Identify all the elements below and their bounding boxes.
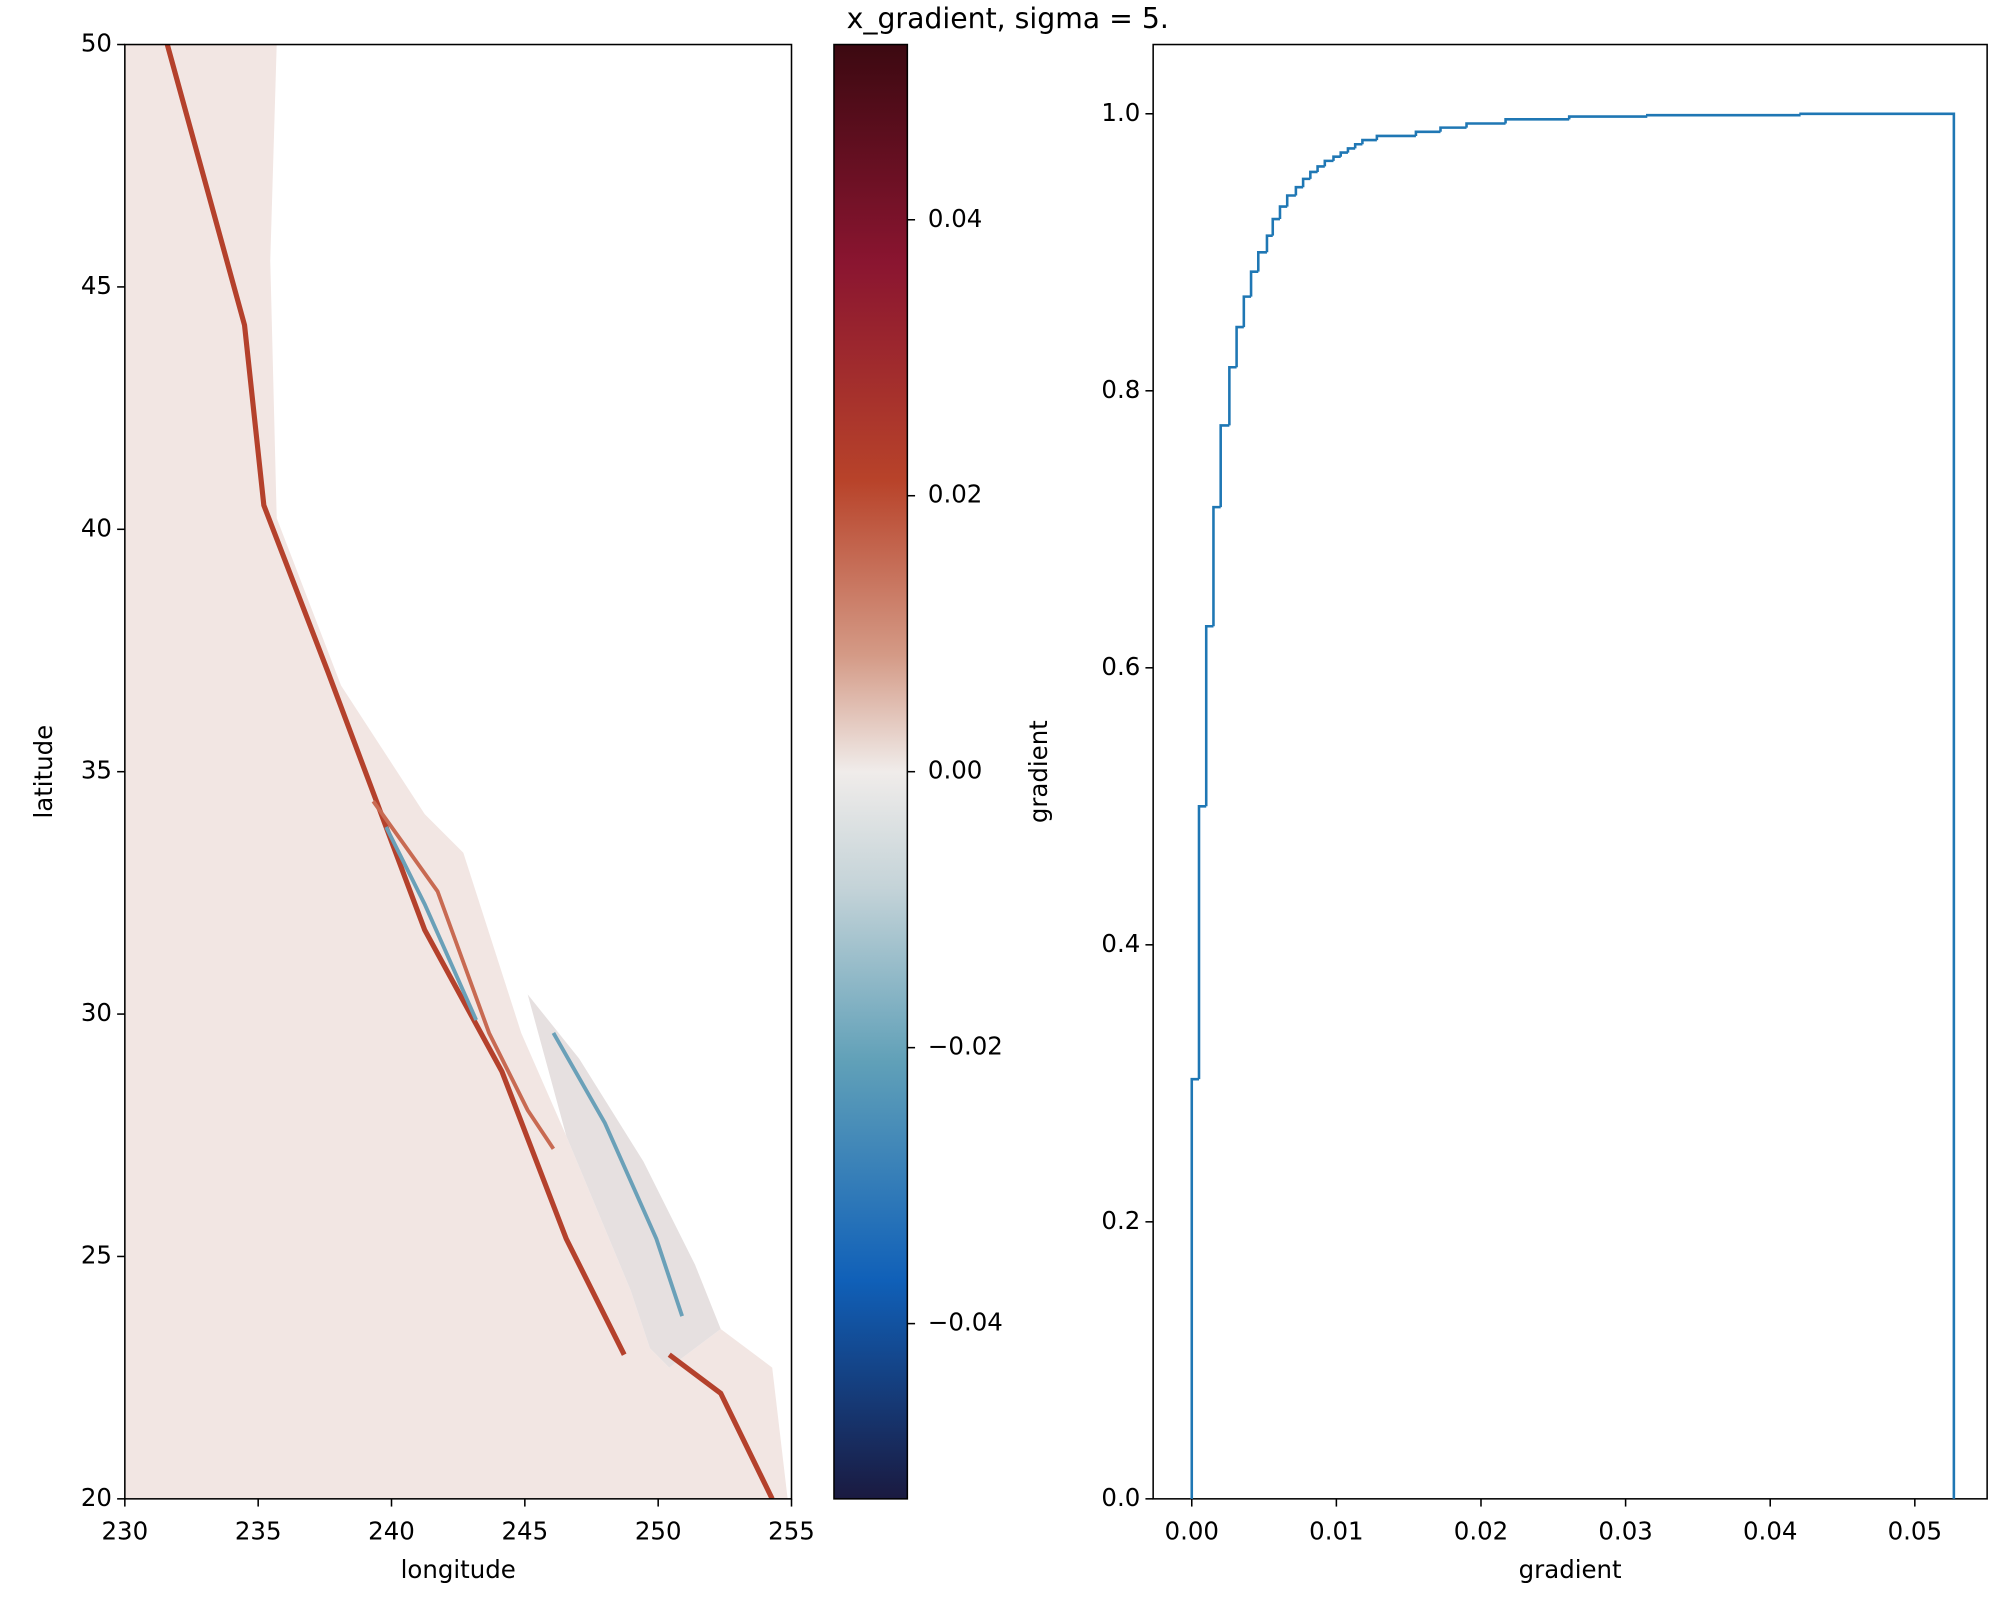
- cdf-step: [1271, 217, 1280, 236]
- y-tick-label: 25: [81, 1240, 112, 1269]
- cdf-step: [1249, 270, 1259, 297]
- cdf-step: [1799, 112, 1956, 1499]
- cdf-step: [1465, 122, 1506, 128]
- cdf-step: [1316, 165, 1325, 172]
- cdf-step: [1567, 115, 1648, 120]
- colorbar-tick-label: 0.02: [928, 480, 982, 509]
- colorbar-tick-label: 0.04: [928, 204, 982, 233]
- x-tick-label: 230: [102, 1516, 149, 1545]
- y-axis-label: gradient: [1024, 720, 1053, 823]
- y-tick-label: 50: [81, 29, 112, 58]
- cdf-step: [1339, 151, 1348, 157]
- shelf: [384, 826, 478, 1021]
- cdf-step: [1294, 185, 1304, 196]
- colorbar-tick-label: −0.02: [928, 1032, 1003, 1061]
- cdf-step: [1353, 142, 1363, 149]
- cdf-step: [1278, 205, 1288, 220]
- x-axis-label: longitude: [401, 1555, 516, 1584]
- cdf-step: [1504, 118, 1570, 124]
- x-axis-label: gradient: [1519, 1555, 1622, 1584]
- y-tick-label: 45: [81, 271, 112, 300]
- x-tick-label: 0.02: [1454, 1516, 1508, 1545]
- cdf-step: [1197, 805, 1207, 1080]
- cdf-step: [1309, 170, 1318, 179]
- map-image: [124, 44, 788, 1499]
- cdf-step: [1646, 113, 1801, 117]
- coast-ridge: [164, 44, 627, 1356]
- y-tick-label: 0.8: [1101, 375, 1140, 404]
- cdf-step: [1235, 325, 1244, 368]
- x-tick-label: 255: [768, 1516, 815, 1545]
- cdf-step: [1265, 234, 1273, 253]
- y-tick-label: 20: [81, 1483, 112, 1512]
- axes-frame: [1152, 43, 1988, 1500]
- cdf-step: [1361, 138, 1377, 145]
- x-tick-label: 250: [635, 1516, 682, 1545]
- cdf-step: [1332, 155, 1341, 161]
- y-tick-label: 0.4: [1101, 929, 1140, 958]
- cdf-step: [1219, 424, 1230, 508]
- cdf-step: [1242, 295, 1252, 328]
- x-tick-label: 0.00: [1165, 1516, 1219, 1545]
- x-tick-label: 0.03: [1598, 1516, 1652, 1545]
- coast-ridge: [667, 1352, 775, 1499]
- cdf-step: [1204, 624, 1214, 807]
- cdf-step: [1190, 1077, 1199, 1499]
- cdf-step: [1228, 365, 1237, 426]
- x-tick-label: 0.01: [1309, 1516, 1363, 1545]
- x-tick-label: 0.04: [1743, 1516, 1797, 1545]
- cdf-step: [1439, 126, 1467, 132]
- x-tick-label: 0.05: [1888, 1516, 1942, 1545]
- cdf-step: [1212, 505, 1221, 627]
- cdf-step: [1256, 251, 1267, 272]
- y-tick-label: 1.0: [1101, 98, 1140, 127]
- y-tick-label: 40: [81, 513, 112, 542]
- cdf-step: [1346, 147, 1356, 153]
- x-tick-label: 235: [235, 1516, 282, 1545]
- gulf: [527, 994, 721, 1368]
- cdf-step: [1375, 134, 1416, 141]
- cdf-step: [1301, 177, 1311, 188]
- cdf-step: [1285, 194, 1296, 207]
- ocean: [124, 44, 788, 1499]
- colorbar: [833, 44, 908, 1499]
- y-tick-label: 0.0: [1101, 1483, 1140, 1512]
- y-tick-label: 0.6: [1101, 652, 1140, 681]
- shelf: [551, 1031, 684, 1317]
- colorbar-tick-label: 0.00: [928, 756, 982, 785]
- y-axis-label: latitude: [29, 725, 58, 819]
- y-tick-label: 30: [81, 998, 112, 1027]
- cdf-step: [1323, 159, 1334, 167]
- y-tick-label: 35: [81, 756, 112, 785]
- x-tick-label: 245: [502, 1516, 549, 1545]
- x-tick-label: 240: [368, 1516, 415, 1545]
- chart-title: x_gradient, sigma = 5.: [847, 2, 1169, 35]
- colorbar-tick-label: −0.04: [928, 1308, 1003, 1337]
- cdf-step: [1414, 130, 1441, 136]
- coast-ridge: [371, 800, 556, 1150]
- y-tick-label: 0.2: [1101, 1206, 1140, 1235]
